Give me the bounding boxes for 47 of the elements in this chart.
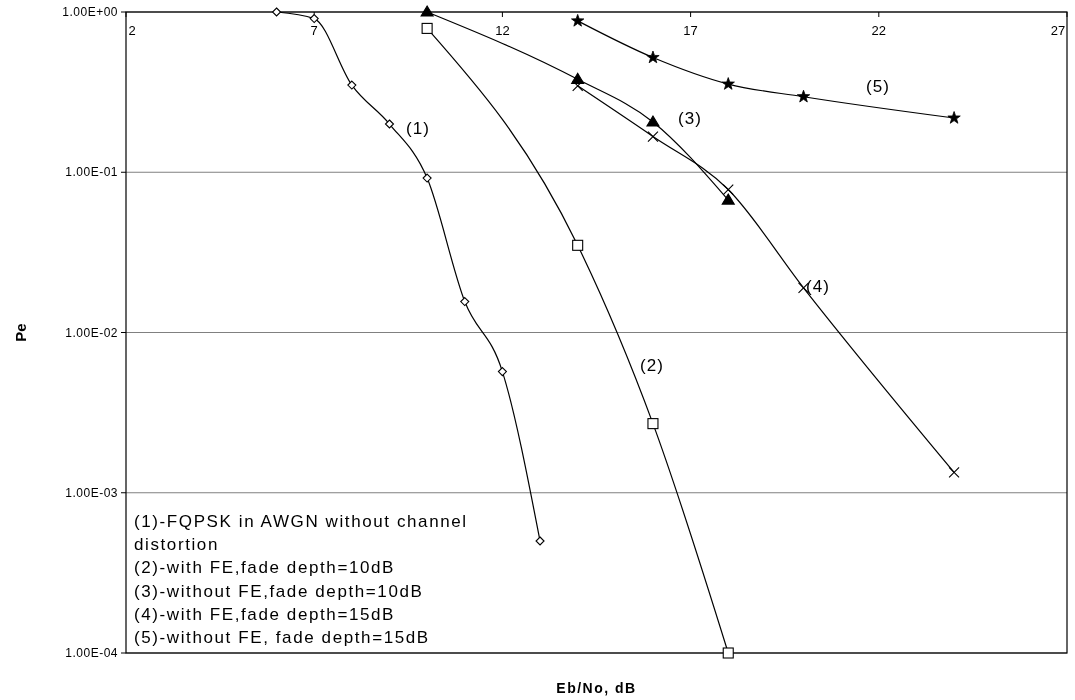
- y-tick-label: 1.00E-02: [65, 325, 118, 340]
- x-tick-label: 22: [871, 23, 887, 38]
- point: [722, 647, 734, 659]
- x-tick-label: 2: [128, 23, 136, 38]
- annotation: (3): [678, 108, 702, 128]
- point: [347, 80, 357, 90]
- point: [309, 14, 319, 24]
- annotation: (1): [406, 118, 430, 138]
- x-tick-label: 12: [495, 23, 510, 38]
- point: [796, 89, 811, 103]
- point: [721, 193, 735, 205]
- annotation: (1)-FQPSK in AWGN without channel distortion: [134, 512, 468, 555]
- point: [497, 367, 507, 377]
- y-tick-label: 1.00E-03: [65, 485, 118, 500]
- y-tick-label: 1.00E-01: [65, 165, 118, 180]
- x-tick-label: 27: [1050, 23, 1066, 38]
- point: [646, 50, 660, 64]
- point: [384, 119, 395, 129]
- point: [460, 297, 470, 307]
- point: [722, 183, 734, 196]
- annotation: (3)-without FE,fade depth=10dB: [134, 581, 424, 601]
- annotation: (2): [640, 355, 664, 375]
- annotation: (5)-without FE, fade depth=15dB: [134, 628, 430, 647]
- point: [572, 80, 584, 92]
- annotation: (4): [806, 276, 830, 296]
- point: [646, 115, 660, 127]
- y-tick-label: 1.00E+00: [62, 5, 118, 20]
- annotation: (2)-with FE,fade depth=10dB: [134, 558, 396, 578]
- point: [535, 536, 545, 546]
- point: [647, 131, 659, 143]
- point: [647, 418, 659, 430]
- y-axis-title: Pe: [12, 323, 29, 342]
- annotation: (4)-with FE,fade depth=15dB: [134, 604, 396, 624]
- point: [421, 22, 433, 34]
- point: [420, 5, 434, 17]
- point: [572, 239, 584, 251]
- x-axis-title: Eb/No, dB: [556, 680, 637, 696]
- annotation: (5): [866, 76, 890, 96]
- y-tick-label: 1.00E-04: [65, 646, 118, 661]
- x-tick-label: 17: [683, 23, 698, 38]
- point: [422, 173, 432, 183]
- point: [272, 7, 282, 17]
- point: [948, 466, 960, 478]
- point: [571, 14, 585, 27]
- point: [947, 111, 961, 124]
- point: [721, 77, 735, 90]
- x-tick-label: 7: [310, 23, 318, 38]
